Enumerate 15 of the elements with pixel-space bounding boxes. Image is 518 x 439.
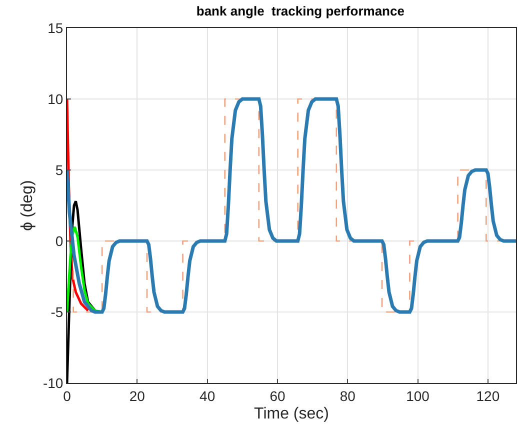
x-tick-label: 60 bbox=[270, 388, 286, 404]
y-axis-title: ϕ (deg) bbox=[18, 180, 36, 231]
y-tick-label: 15 bbox=[48, 20, 64, 36]
x-axis-title: Time (sec) bbox=[254, 406, 329, 422]
y-tick-label: 10 bbox=[48, 90, 64, 107]
chart-title: bank angle tracking performance bbox=[196, 4, 404, 19]
x-tick-label: 80 bbox=[340, 388, 356, 404]
y-tick-label: -10 bbox=[42, 374, 64, 391]
x-tick-label: 120 bbox=[476, 388, 500, 404]
x-tick-label: 20 bbox=[129, 388, 146, 404]
y-tick-label: -5 bbox=[50, 304, 64, 320]
x-tick-label: 100 bbox=[406, 388, 430, 404]
y-tick-label: 5 bbox=[55, 162, 64, 178]
y-tick-label: 0 bbox=[55, 232, 64, 249]
x-tick-label: 40 bbox=[200, 388, 216, 404]
